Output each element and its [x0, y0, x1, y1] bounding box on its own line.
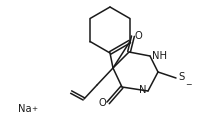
Text: S: S [177, 72, 183, 82]
Text: Na: Na [18, 104, 31, 114]
Text: N: N [139, 85, 146, 95]
Text: +: + [31, 106, 37, 112]
Text: NH: NH [151, 51, 166, 61]
Text: O: O [134, 31, 142, 41]
Text: O: O [98, 98, 105, 108]
Text: −: − [184, 80, 191, 89]
